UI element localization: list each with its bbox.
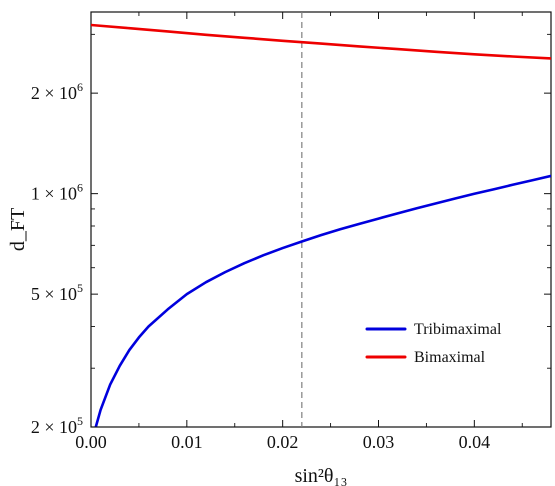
y-tick-label-1: 5 × 105 <box>31 281 83 304</box>
x-tick-label-2: 0.02 <box>267 432 299 452</box>
axis-labels-layer: 0.00 0.01 0.02 0.03 0.04 2 × 105 5 × 105 1 × 10… <box>7 80 490 486</box>
plot-layer <box>90 11 552 428</box>
series-line-tribimaximal <box>94 174 551 427</box>
axis-layer <box>90 12 551 428</box>
y-axis-label: d_FT <box>7 208 29 251</box>
x-tick-label-1: 0.01 <box>171 432 203 452</box>
x-axis-label: sin²θ₁₃ <box>295 465 348 486</box>
x-tick-label-0: 0.00 <box>75 432 107 452</box>
x-tick-label-4: 0.04 <box>459 432 491 452</box>
x-tick-label-3: 0.03 <box>363 432 395 452</box>
y-tick-label-0: 2 × 105 <box>31 414 83 437</box>
series-layer <box>91 23 551 427</box>
legend-layer: Tribimaximal Bimaximal <box>365 321 502 366</box>
legend-label-tribimaximal: Tribimaximal <box>414 321 502 338</box>
series-line-bimaximal <box>91 23 551 60</box>
legend-label-bimaximal: Bimaximal <box>414 349 486 366</box>
y-tick-label-2: 1 × 106 <box>31 181 83 204</box>
y-tick-label-3: 2 × 106 <box>31 80 83 103</box>
plot-frame <box>90 11 552 428</box>
